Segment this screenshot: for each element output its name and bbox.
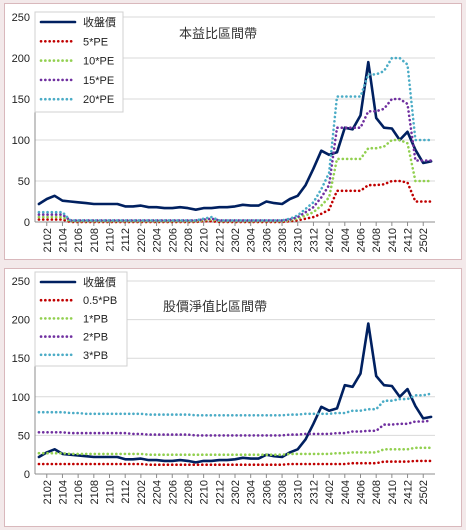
y-tick-label: 150 <box>12 353 30 365</box>
x-tick-label: 2202 <box>136 228 148 252</box>
series-line-1 <box>37 179 433 224</box>
y-tick-label: 200 <box>12 315 30 327</box>
y-tick-label: 50 <box>18 430 30 442</box>
x-tick-label: 2412 <box>403 228 415 252</box>
x-tick-label: 2406 <box>355 480 367 504</box>
x-tick-label: 2210 <box>199 228 211 252</box>
x-tick-label: 2212 <box>214 228 226 252</box>
x-tick-label: 2106 <box>73 480 85 504</box>
x-tick-label: 2302 <box>230 228 242 252</box>
x-tick-label: 2312 <box>308 480 320 504</box>
x-tick-label: 2310 <box>293 228 305 252</box>
x-tick-label: 2208 <box>183 228 195 252</box>
x-tick-label: 2208 <box>183 480 195 504</box>
x-tick-label: 2304 <box>246 480 258 504</box>
x-tick-label: 2412 <box>403 480 415 504</box>
x-tick-label: 2306 <box>261 228 273 252</box>
legend-label-2: 10*PE <box>83 56 114 68</box>
y-tick-label: 50 <box>18 176 30 188</box>
y-tick-label: 100 <box>12 392 30 404</box>
y-tick-label: 0 <box>24 469 30 481</box>
y-tick-label: 150 <box>12 94 30 106</box>
series-line-3 <box>37 97 433 222</box>
x-tick-label: 2112 <box>120 480 132 504</box>
x-tick-label: 2202 <box>136 480 148 504</box>
x-tick-label: 2204 <box>152 480 164 504</box>
legend-label-4: 3*PB <box>83 350 108 362</box>
series-line-0 <box>37 322 433 464</box>
x-tick-label: 2404 <box>340 228 352 252</box>
x-tick-label: 2204 <box>152 228 164 252</box>
x-tick-label: 2308 <box>277 228 289 252</box>
x-tick-label: 2502 <box>418 480 430 504</box>
series-line-0 <box>37 60 433 211</box>
x-tick-label: 2408 <box>371 480 383 504</box>
x-tick-label: 2112 <box>120 228 132 252</box>
legend-label-1: 5*PE <box>83 36 108 48</box>
legend-label-4: 20*PE <box>83 94 114 106</box>
x-tick-label: 2108 <box>89 480 101 504</box>
legend-label-2: 1*PB <box>83 313 108 325</box>
x-tick-label: 2408 <box>371 228 383 252</box>
chart-title: 本益比區間帶 <box>179 27 257 42</box>
x-tick-label: 2210 <box>199 480 211 504</box>
x-tick-label: 2212 <box>214 480 226 504</box>
x-tick-label: 2304 <box>246 228 258 252</box>
x-tick-label: 2108 <box>89 228 101 252</box>
series-line-3 <box>37 419 433 437</box>
x-tick-label: 2110 <box>105 480 117 504</box>
series-line-4 <box>37 392 433 417</box>
y-tick-label: 100 <box>12 135 30 147</box>
x-tick-label: 2110 <box>105 228 117 252</box>
x-tick-label: 2206 <box>167 480 179 504</box>
x-tick-label: 2410 <box>387 228 399 252</box>
x-tick-label: 2306 <box>261 480 273 504</box>
y-tick-label: 250 <box>12 12 30 24</box>
x-tick-label: 2502 <box>418 228 430 252</box>
x-tick-label: 2308 <box>277 480 289 504</box>
x-tick-label: 2406 <box>355 228 367 252</box>
x-tick-label: 2410 <box>387 480 399 504</box>
legend-label-3: 2*PB <box>83 332 108 344</box>
x-tick-label: 2104 <box>57 228 69 252</box>
pe-band-chart-panel: 0 50 100 150 200 250 2102 2104 2106 2108 2110 2112 2… <box>4 3 462 260</box>
x-tick-label: 2404 <box>340 480 352 504</box>
y-tick-label: 0 <box>24 217 30 229</box>
y-tick-label: 200 <box>12 53 30 65</box>
legend-label-1: 0.5*PB <box>83 295 117 307</box>
chart-title: 股價淨值比區間帶 <box>163 299 267 315</box>
x-tick-label: 2402 <box>324 228 336 252</box>
x-tick-label: 2102 <box>42 480 54 504</box>
x-tick-label: 2402 <box>324 480 336 504</box>
legend-label-0: 收盤價 <box>83 275 116 289</box>
y-tick-label: 250 <box>12 276 30 288</box>
legend-box <box>34 11 124 113</box>
x-tick-label: 2302 <box>230 480 242 504</box>
x-tick-label: 2106 <box>73 228 85 252</box>
pb-band-chart-panel: 0 50 100 150 200 250 2102 2104 2106 2108 2110 2112 2… <box>4 268 462 527</box>
x-tick-label: 2104 <box>57 480 69 504</box>
x-tick-label: 2102 <box>42 228 54 252</box>
x-tick-label: 2310 <box>293 480 305 504</box>
x-tick-label: 2206 <box>167 228 179 252</box>
series-line-2 <box>37 446 433 456</box>
series-line-4 <box>37 56 433 222</box>
legend-label-3: 15*PE <box>83 75 114 87</box>
series-line-1 <box>37 459 433 466</box>
x-tick-label: 2312 <box>308 228 320 252</box>
legend-label-0: 收盤價 <box>83 15 116 29</box>
